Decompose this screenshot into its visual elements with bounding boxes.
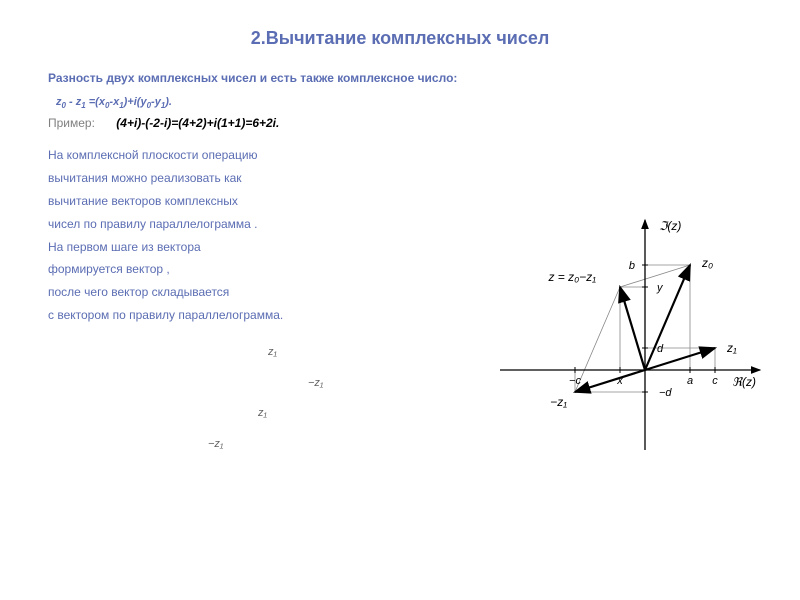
intro-line: Разность двух комплексных чисел и есть т…	[48, 67, 780, 90]
svg-text:b: b	[629, 260, 635, 272]
body-line: формируется вектор ,	[48, 258, 428, 281]
svg-text:z₁: z₁	[726, 341, 737, 355]
page-title: 2.Вычитание комплексных чисел	[0, 0, 800, 67]
svg-text:a: a	[687, 375, 693, 387]
svg-text:−z₁: −z₁	[550, 395, 567, 409]
example-row: Пример: (4+i)-(-2-i)=(4+2)+i(1+1)=6+2i.	[48, 114, 780, 144]
body-line: На первом шаге из вектора	[48, 236, 428, 259]
svg-text:−d: −d	[659, 387, 672, 399]
body-line: чисел по правилу параллелограмма .	[48, 213, 428, 236]
body-line: На комплексной плоскости операцию	[48, 144, 428, 167]
svg-text:x: x	[616, 375, 623, 387]
body-text: На комплексной плоскости операциювычитан…	[48, 144, 428, 326]
svg-text:z₀: z₀	[701, 256, 713, 270]
svg-text:ℜ(z): ℜ(z)	[732, 375, 756, 389]
body-line: с вектором по правилу параллелограмма.	[48, 304, 428, 327]
body-line: после чего вектор складывается	[48, 281, 428, 304]
svg-text:y: y	[656, 282, 664, 294]
svg-text:ℑ(z): ℑ(z)	[659, 219, 681, 233]
example-value: (4+i)-(-2-i)=(4+2)+i(1+1)=6+2i.	[98, 116, 279, 130]
svg-text:d: d	[657, 343, 664, 355]
svg-text:−c: −c	[569, 375, 581, 387]
complex-plane-diagram: ℑ(z) ℜ(z) z₀ z₁ −z₁ z = z₀−z₁ a c −c x b d −d y	[480, 210, 770, 470]
svg-text:z = z₀−z₁: z = z₀−z₁	[547, 270, 596, 284]
body-line: вычитания можно реализовать как	[48, 167, 428, 190]
body-line: вычитание векторов комплексных	[48, 190, 428, 213]
difference-formula: z0 - z1 =(x0-x1)+i(y0-y1).	[48, 90, 780, 114]
svg-text:c: c	[712, 375, 718, 387]
example-label: Пример:	[48, 116, 95, 130]
